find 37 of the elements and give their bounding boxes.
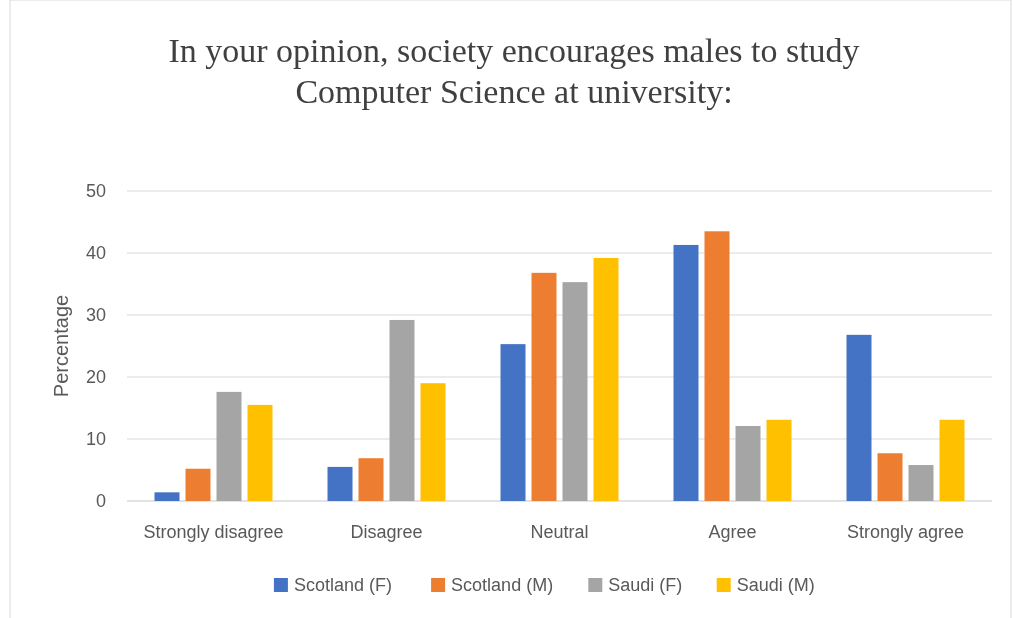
bar [185, 468, 211, 501]
bar [500, 344, 526, 501]
chart-title: In your opinion, society encourages males to study Computer Science at university: [168, 32, 860, 110]
bar [593, 257, 619, 501]
bar [358, 458, 384, 501]
x-tick-label: Disagree [350, 522, 423, 542]
bar [673, 244, 699, 501]
bar [766, 419, 792, 501]
y-tick-label: 0 [95, 491, 106, 512]
y-tick-label: 50 [85, 181, 106, 202]
y-tick-label: 20 [85, 367, 106, 388]
legend-label: Scotland (M) [451, 575, 554, 596]
bar [562, 282, 588, 501]
bar [939, 419, 965, 501]
x-tick-label: Strongly agree [846, 522, 965, 542]
y-tick-label: 40 [85, 243, 106, 264]
bar [735, 425, 761, 501]
bar [420, 383, 446, 501]
y-tick-label: 10 [85, 429, 106, 450]
bar [247, 404, 273, 501]
legend-label: Saudi (F) [608, 575, 683, 596]
bar [327, 466, 353, 501]
legend-label: Scotland (F) [293, 575, 392, 596]
x-tick-label: Agree [708, 522, 757, 542]
y-tick-label: 30 [85, 305, 106, 326]
y-axis-title: Percentage [50, 294, 72, 398]
bar [154, 492, 180, 501]
bar [846, 334, 872, 501]
legend-label: Saudi (M) [736, 575, 815, 596]
bar [908, 465, 934, 501]
bar [389, 319, 415, 501]
bar [216, 391, 242, 501]
x-tick-label: Neutral [530, 522, 589, 542]
bar [531, 272, 557, 501]
bar [877, 453, 903, 501]
bar [704, 231, 730, 501]
x-tick-label: Strongly disagree [143, 522, 284, 542]
